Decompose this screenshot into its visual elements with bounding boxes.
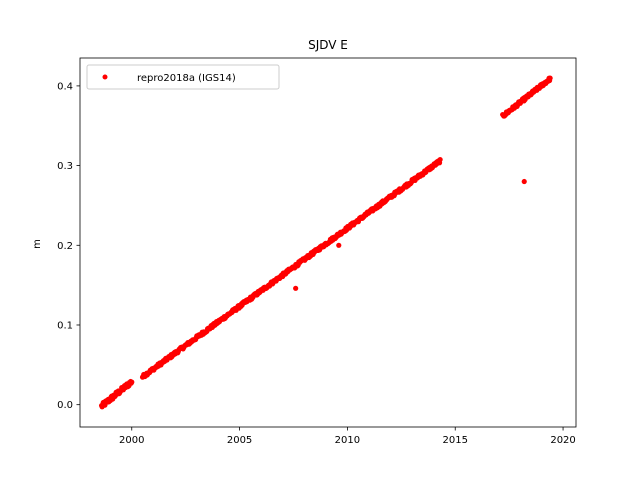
outlier-point <box>293 285 299 291</box>
x-tick-label: 2010 <box>335 435 360 446</box>
x-tick-label: 2000 <box>119 435 144 446</box>
x-tick-label: 2015 <box>443 435 468 446</box>
data-point <box>547 75 553 81</box>
y-tick-label: 0.4 <box>57 81 73 92</box>
legend-label: repro2018a (IGS14) <box>137 73 236 84</box>
legend-box <box>86 64 280 90</box>
legend-marker <box>102 74 108 80</box>
data-point <box>437 156 443 163</box>
plot-frame <box>79 57 577 428</box>
y-tick-label: 0.0 <box>57 400 73 411</box>
data-points <box>98 75 553 410</box>
chart-title: SJDV E <box>308 38 348 52</box>
outlier-point <box>521 178 527 185</box>
y-tick-label: 0.1 <box>57 320 73 331</box>
y-tick-label: 0.2 <box>57 241 73 252</box>
x-tick-label: 2005 <box>227 435 252 446</box>
outlier-point <box>336 242 342 248</box>
data-point <box>129 379 135 385</box>
x-tick-label: 2020 <box>550 435 575 446</box>
legend: repro2018a (IGS14) <box>86 64 280 90</box>
y-axis-label: m <box>32 239 43 249</box>
y-tick-label: 0.3 <box>57 161 73 172</box>
axes: 2000 2005 2010 2015 2020 0.0 0.1 0.2 0.3 0.4 <box>57 57 577 446</box>
